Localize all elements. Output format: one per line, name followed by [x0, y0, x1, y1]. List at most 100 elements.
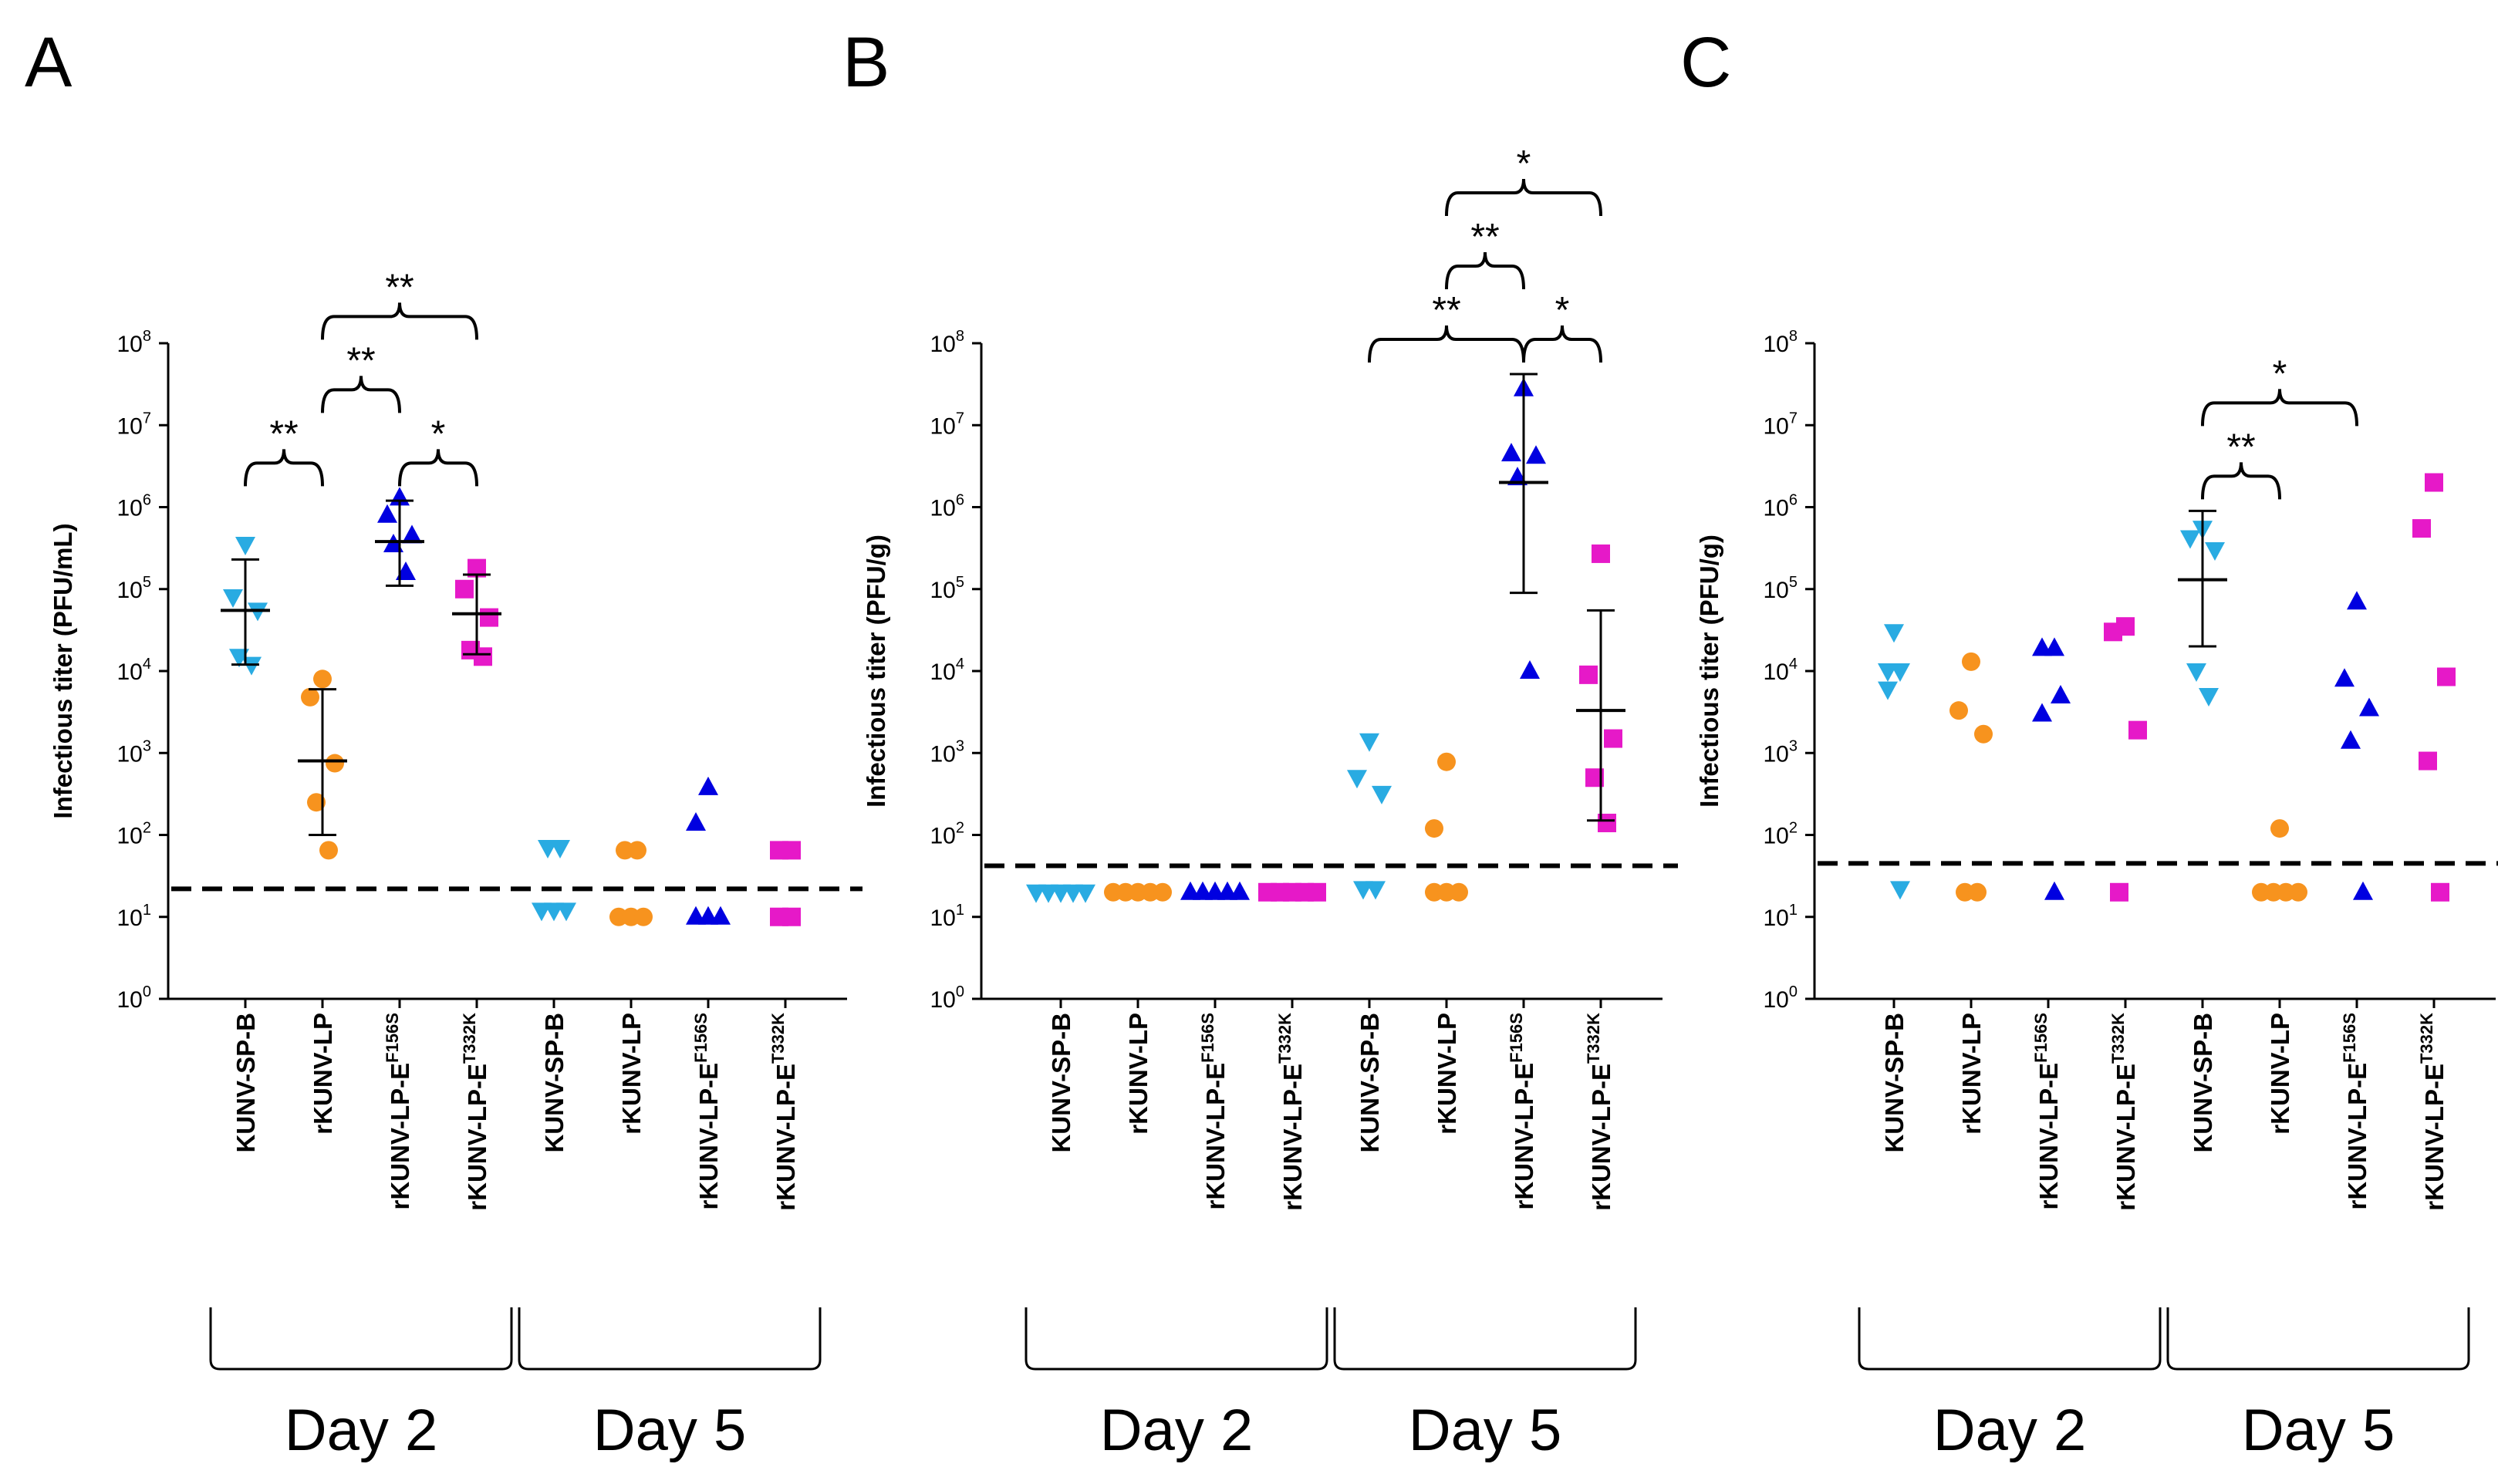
data-point	[1526, 445, 1546, 464]
x-tick-label: rKUNV-LP-EF156S	[1507, 1013, 1538, 1210]
series-kunv-sp-b	[2178, 509, 2227, 707]
y-tick-exponent: 2	[143, 820, 151, 837]
x-tick-label: rKUNV-LP-ET332K	[460, 1013, 491, 1211]
y-tick-exponent: 8	[143, 328, 151, 345]
y-tick-label: 102	[1764, 820, 1798, 849]
data-point	[2128, 720, 2147, 740]
x-tick-label-superscript: T332K	[2417, 1013, 2436, 1064]
y-tick-base: 10	[117, 906, 143, 931]
y-tick-exponent: 7	[1789, 410, 1798, 427]
y-tick-base: 10	[117, 332, 143, 357]
series-rkunv-lp	[1949, 652, 1993, 902]
x-tick-label-base: KUNV-SP-B	[231, 1013, 260, 1153]
series-kunv-sp-b	[532, 839, 576, 922]
group-bracket	[1333, 1307, 1637, 1371]
data-point	[2180, 530, 2200, 549]
x-tick-label-base: rKUNV-LP-E	[2111, 1064, 2140, 1211]
y-axis-title: Infectious titer (PFU/mL)	[49, 523, 77, 818]
data-point	[1230, 881, 1250, 900]
y-tick-exponent: 0	[143, 983, 151, 1000]
x-tick-label-base: rKUNV-LP-E	[1201, 1063, 1230, 1210]
y-tick-label: 103	[1764, 737, 1798, 767]
significance-label: **	[1432, 290, 1460, 331]
series-rkunv-lp	[609, 841, 653, 926]
x-tick-label-base: KUNV-SP-B	[2189, 1013, 2217, 1153]
data-point	[2104, 622, 2122, 642]
data-point	[628, 841, 646, 860]
data-point	[1425, 819, 1443, 838]
data-point	[235, 536, 255, 555]
x-tick-label-base: rKUNV-LP-E	[463, 1064, 491, 1211]
group-bracket	[518, 1307, 822, 1371]
significance-label: **	[2226, 427, 2255, 467]
series-kunv-sp-b	[1878, 624, 1910, 900]
series-rkunv-lp-et332k	[770, 841, 801, 926]
data-point	[2270, 819, 2289, 838]
y-tick-base: 10	[117, 578, 143, 603]
y-tick-exponent: 3	[956, 737, 964, 754]
data-point	[2419, 751, 2437, 771]
x-tick-label: rKUNV-LP-EF156S	[2340, 1013, 2371, 1210]
panel-letter: C	[1680, 23, 1731, 102]
y-tick-base: 10	[117, 741, 143, 767]
data-point	[1347, 770, 1367, 789]
data-point	[307, 793, 326, 812]
data-point	[1075, 884, 1095, 903]
y-tick-base: 10	[1764, 659, 1789, 685]
x-tick-label: KUNV-SP-B	[1047, 1013, 1075, 1153]
series-rkunv-lp-ef156s	[2334, 591, 2379, 900]
significance-label: *	[431, 413, 446, 454]
x-tick-label-base: rKUNV-LP-E	[1510, 1063, 1538, 1210]
data-point	[326, 754, 344, 773]
significance-label: *	[2273, 353, 2287, 394]
x-tick-label-base: KUNV-SP-B	[1047, 1013, 1075, 1153]
data-point	[1962, 652, 1980, 671]
significance-bracket	[398, 449, 478, 487]
data-point	[2051, 684, 2071, 703]
y-tick-exponent: 4	[1789, 656, 1798, 673]
y-tick-base: 10	[1764, 496, 1789, 521]
group-bracket	[1858, 1307, 2162, 1371]
significance-label: *	[1555, 290, 1570, 331]
significance-label: **	[385, 267, 414, 308]
y-tick-label: 103	[117, 737, 152, 767]
x-tick-label-base: KUNV-SP-B	[1355, 1013, 1384, 1153]
y-tick-exponent: 0	[1789, 983, 1798, 1000]
series-rkunv-lp-et332k	[452, 558, 501, 666]
data-point	[1949, 701, 1968, 720]
y-tick-label: 105	[1764, 574, 1798, 603]
data-point	[1450, 882, 1468, 902]
data-point	[377, 504, 397, 523]
data-point	[1365, 881, 1386, 900]
data-point	[2341, 730, 2361, 749]
y-tick-exponent: 6	[1789, 492, 1798, 509]
data-point	[223, 589, 243, 609]
panel-letter: B	[842, 23, 889, 102]
x-tick-label-base: rKUNV-LP	[2266, 1013, 2294, 1135]
data-point	[1890, 663, 1910, 682]
x-tick-label: rKUNV-LP-ET332K	[2108, 1013, 2140, 1211]
significance-bracket	[321, 302, 478, 340]
data-point	[319, 841, 338, 860]
y-tick-label: 108	[117, 328, 152, 357]
series-kunv-sp-b	[221, 536, 270, 676]
data-point	[1437, 752, 1456, 771]
data-point	[2347, 591, 2367, 610]
x-tick-label-superscript: F156S	[691, 1013, 711, 1063]
data-point	[556, 902, 576, 922]
data-point	[2431, 882, 2449, 902]
y-tick-exponent: 4	[143, 656, 151, 673]
y-tick-label: 106	[1764, 492, 1798, 521]
x-tick-label-superscript: T332K	[2108, 1013, 2128, 1064]
y-tick-label: 100	[930, 983, 965, 1013]
y-tick-exponent: 1	[956, 902, 964, 919]
y-tick-label: 106	[930, 492, 965, 521]
y-tick-label: 100	[1764, 983, 1798, 1013]
significance-label: **	[346, 340, 375, 381]
y-tick-exponent: 7	[956, 410, 964, 427]
x-tick-label: rKUNV-LP	[617, 1013, 646, 1135]
group-label: Day 2	[1933, 1398, 2087, 1463]
series-rkunv-lp	[1104, 882, 1172, 902]
